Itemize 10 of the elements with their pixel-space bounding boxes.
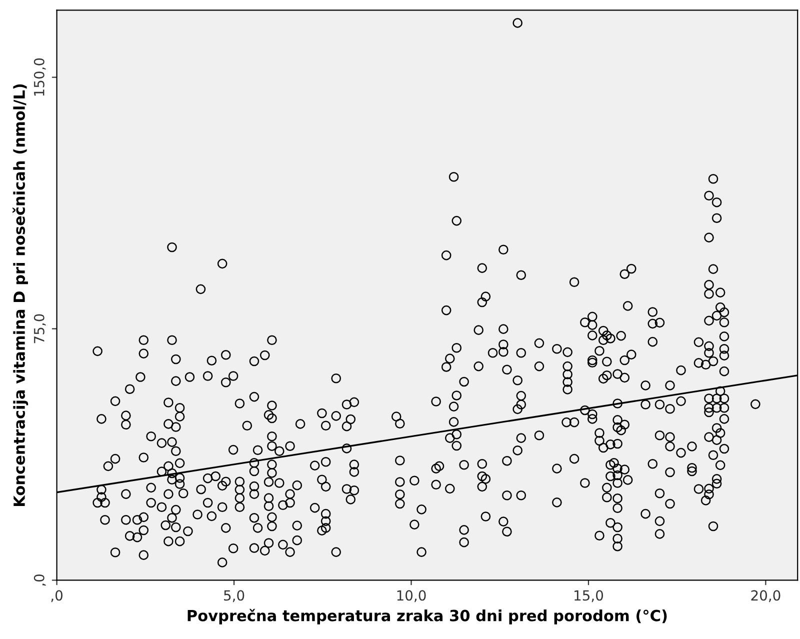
y-tick-label: 150,0	[34, 58, 46, 96]
x-tick-label: 10,0	[397, 590, 426, 602]
x-axis-title: Povprečna temperatura zraka 30 dni pred porodom (°C)	[188, 608, 667, 624]
x-tick-label: 15,0	[574, 590, 604, 602]
x-tick-label: ,0	[51, 590, 63, 602]
y-axis-title: Koncentracija vitamina D pri nosečnicah (nmol/L)	[12, 84, 28, 506]
x-tick-label: 20,0	[751, 590, 780, 602]
y-tick-label: ,0	[34, 574, 46, 586]
y-tick-label: 75,0	[34, 314, 46, 344]
x-tick-label: 5,0	[224, 590, 244, 602]
